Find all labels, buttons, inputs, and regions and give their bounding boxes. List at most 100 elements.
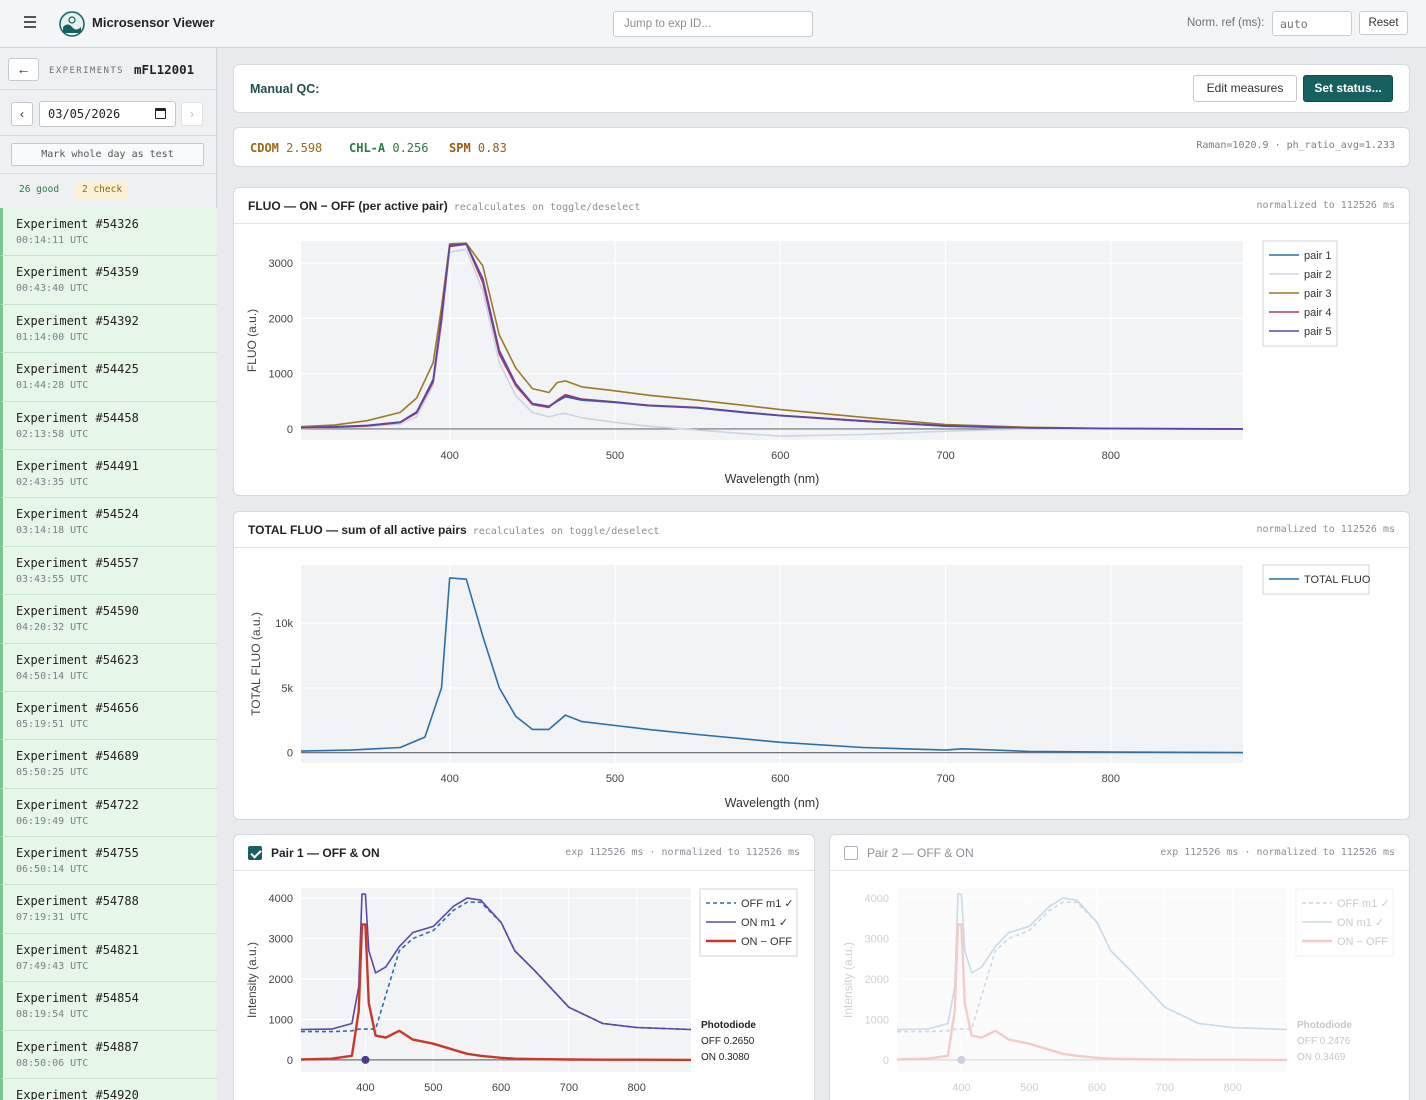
total-chart-norm: normalized to 112526 ms — [1256, 524, 1395, 535]
experiment-list-item[interactable]: Experiment #54821 07:49:43 UTC — [0, 933, 217, 983]
total-fluo-chart[interactable]: 400 500 600 700 800 0 5k 10k TOTAL FLUO (a.u.) Wa… — [234, 549, 1409, 820]
fluo-chart[interactable]: 400 500 600 700 800 0 1000 2000 3000 FLUO (a.u.) W… — [234, 225, 1409, 496]
y-tick-label: 2000 — [269, 313, 293, 325]
edit-measures-button[interactable]: Edit measures — [1193, 75, 1297, 102]
calendar-icon[interactable] — [155, 108, 166, 119]
pair2-checkbox[interactable] — [844, 846, 858, 860]
series-line-5[interactable] — [300, 243, 1244, 430]
total-fluo-chart-card: TOTAL FLUO — sum of all active pairs reca… — [233, 511, 1410, 820]
experiment-list-item[interactable]: Experiment #54524 03:14:18 UTC — [0, 498, 217, 547]
y-tick-label: 10k — [275, 618, 293, 630]
series-line-2[interactable] — [896, 893, 1288, 1031]
experiment-list-item[interactable]: Experiment #54623 04:50:14 UTC — [0, 643, 217, 692]
x-tick-label: 500 — [424, 1082, 442, 1094]
x-tick-label: 800 — [1102, 773, 1120, 785]
y-tick-label: 2000 — [269, 974, 293, 986]
experiment-time: 00:43:40 UTC — [16, 283, 89, 295]
spm-value: 0.83 — [477, 141, 507, 155]
app-logo — [59, 11, 85, 37]
legend-label[interactable]: ON − OFF — [741, 936, 792, 948]
date-input[interactable]: 03/05/2026 — [39, 101, 176, 127]
legend-label[interactable]: ON − OFF — [1337, 936, 1388, 948]
pair1-header: Pair 1 — OFF & ON exp 112526 ms · normal… — [234, 835, 814, 871]
experiment-list-item[interactable]: Experiment #54755 06:50:14 UTC — [0, 837, 217, 886]
experiment-list-item[interactable]: Experiment #54788 07:19:31 UTC — [0, 885, 217, 934]
experiment-list-item[interactable]: Experiment #54557 03:43:55 UTC — [0, 546, 217, 596]
experiment-list-item[interactable]: Experiment #54491 02:43:35 UTC — [0, 449, 217, 499]
series-line-3[interactable] — [300, 923, 692, 1062]
series-line-1[interactable] — [897, 901, 1288, 1033]
pair2-chart[interactable]: 400 500 600 700 800 0 1000 2000 3000 4000 Intensit… — [830, 872, 1409, 1100]
good-count-badge[interactable]: 26 good — [19, 184, 60, 195]
series-line-1[interactable] — [301, 901, 692, 1033]
photodiode-on: ON 0.3080 — [701, 1052, 750, 1063]
next-day-button[interactable]: › — [181, 102, 203, 126]
y-tick-label: 0 — [287, 1055, 293, 1067]
spm-measure: SPM 0.83 — [449, 141, 507, 155]
legend-label[interactable]: pair 2 — [1304, 269, 1332, 281]
measures-card: CDOM 2.598 CHL-A 0.256 SPM 0.83 Raman=10… — [233, 127, 1410, 167]
experiment-list-item[interactable]: Experiment #54590 04:20:32 UTC — [0, 595, 217, 644]
set-status-button[interactable]: Set status... — [1303, 75, 1393, 102]
experiment-name: Experiment #54755 — [16, 846, 139, 861]
pair2-header: Pair 2 — OFF & ON exp 112526 ms · normal… — [830, 835, 1409, 871]
experiment-name: Experiment #54788 — [16, 894, 139, 909]
legend-label[interactable]: ON m1 ✓ — [741, 917, 788, 929]
experiment-list-item[interactable]: Experiment #54854 08:19:54 UTC — [0, 982, 217, 1031]
x-tick-label: 800 — [628, 1082, 646, 1094]
experiment-time: 08:19:54 UTC — [16, 1009, 89, 1021]
mark-day-test-button[interactable]: Mark whole day as test — [11, 143, 204, 166]
prev-day-button[interactable]: ‹ — [11, 102, 33, 126]
norm-ref-label: Norm. ref (ms): — [1187, 17, 1265, 29]
y-tick-label: 4000 — [269, 893, 293, 905]
photodiode-label: Photodiode — [1297, 1020, 1352, 1031]
experiment-list-item[interactable]: Experiment #54887 08:50:06 UTC — [0, 1030, 217, 1080]
pair1-checkbox[interactable] — [248, 846, 262, 860]
manual-qc-title: Manual QC: — [250, 82, 320, 96]
series-line-3[interactable] — [300, 242, 1244, 430]
legend-label[interactable]: pair 5 — [1304, 326, 1332, 338]
chla-value: 0.256 — [392, 141, 429, 155]
legend-label[interactable]: pair 4 — [1304, 307, 1332, 319]
reset-button[interactable]: Reset — [1359, 11, 1408, 35]
experiment-list-item[interactable]: Experiment #54326 00:14:11 UTC — [0, 208, 217, 257]
series-line-3[interactable] — [896, 923, 1288, 1062]
y-tick-label: 3000 — [865, 934, 889, 946]
experiment-name: Experiment #54392 — [16, 313, 139, 328]
series-line-1[interactable] — [300, 577, 1244, 754]
experiment-list-item[interactable]: Experiment #54722 06:19:49 UTC — [0, 788, 217, 838]
experiment-list-item[interactable]: Experiment #54359 00:43:40 UTC — [0, 256, 217, 305]
back-button[interactable]: ← — [8, 58, 39, 81]
pair1-chart[interactable]: 400 500 600 700 800 0 1000 2000 3000 4000 Intensit… — [234, 872, 814, 1100]
legend-label[interactable]: OFF m1 ✓ — [1337, 898, 1390, 910]
y-tick-label: 1000 — [269, 369, 293, 381]
x-axis-label: Wavelength (nm) — [725, 472, 820, 486]
photodiode-label: Photodiode — [701, 1020, 756, 1031]
experiment-list-item[interactable]: Experiment #54392 01:14:00 UTC — [0, 304, 217, 354]
legend-label[interactable]: ON m1 ✓ — [1337, 917, 1384, 929]
photodiode-marker[interactable] — [957, 1055, 966, 1064]
legend-label[interactable]: pair 3 — [1304, 288, 1332, 300]
norm-ref-input[interactable] — [1272, 11, 1352, 36]
legend-label[interactable]: TOTAL FLUO — [1304, 574, 1371, 586]
measure-meta: Raman=1020.9 · ph_ratio_avg=1.233 — [1196, 140, 1395, 151]
legend-label[interactable]: pair 1 — [1304, 250, 1332, 262]
experiment-list-item[interactable]: Experiment #54458 02:13:58 UTC — [0, 401, 217, 450]
menu-icon[interactable] — [24, 16, 40, 32]
experiment-list-item[interactable]: Experiment #54689 05:50:25 UTC — [0, 740, 217, 789]
legend: OFF m1 ✓ ON m1 ✓ ON − OFF — [699, 888, 798, 957]
series-line-2[interactable] — [300, 248, 1244, 437]
x-tick-label: 700 — [1156, 1082, 1174, 1094]
cdom-measure: CDOM 2.598 — [250, 141, 322, 155]
experiment-name: Experiment #54359 — [16, 265, 139, 280]
experiment-list-item[interactable]: Experiment #54656 05:19:51 UTC — [0, 691, 217, 741]
photodiode-marker[interactable] — [361, 1055, 370, 1064]
experiment-list: Experiment #54326 00:14:11 UTC Experiment … — [0, 208, 217, 1100]
experiment-list-item[interactable]: Experiment #54920 — [0, 1079, 217, 1100]
pair2-title: Pair 2 — OFF & ON — [867, 846, 974, 860]
fluo-chart-title-text: FLUO — ON − OFF (per active pair) — [248, 199, 448, 213]
check-count-badge[interactable]: 2 check — [76, 181, 129, 199]
jump-to-exp-input[interactable] — [613, 11, 813, 37]
experiment-list-item[interactable]: Experiment #54425 01:44:28 UTC — [0, 353, 217, 402]
legend-label[interactable]: OFF m1 ✓ — [741, 898, 794, 910]
